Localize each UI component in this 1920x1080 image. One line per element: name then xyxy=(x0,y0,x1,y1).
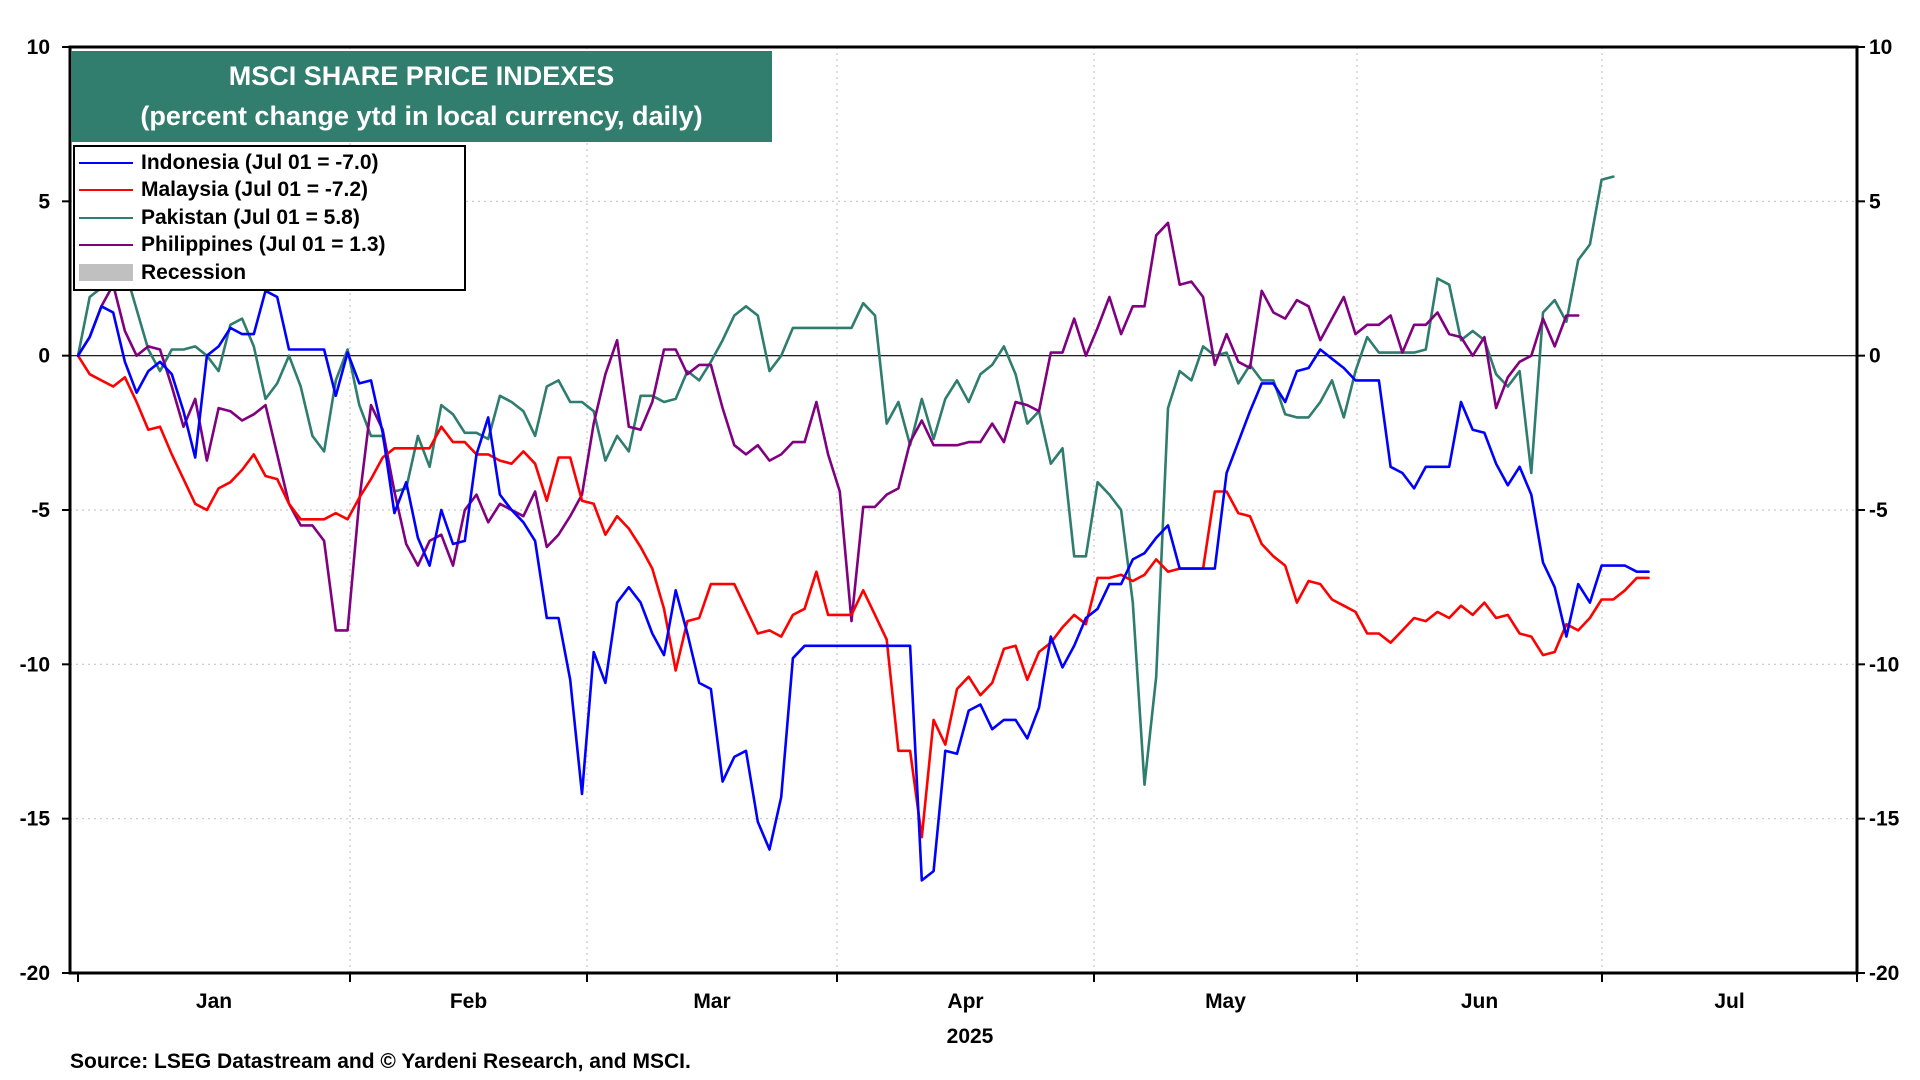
y-tick-label-left: 5 xyxy=(38,190,50,213)
y-tick-label-left: -10 xyxy=(20,653,50,676)
legend-item-indonesia: Indonesia (Jul 01 = -7.0) xyxy=(79,149,464,177)
legend-item-recession: Recession xyxy=(79,259,464,287)
legend-label: Malaysia (Jul 01 = -7.2) xyxy=(141,178,369,202)
legend-item-philippines: Philippines (Jul 01 = 1.3) xyxy=(79,232,464,260)
x-tick-label: Jul xyxy=(1714,990,1744,1013)
y-tick-label-left: 0 xyxy=(38,345,50,368)
y-tick-label-right: -20 xyxy=(1869,962,1899,985)
legend-swatch xyxy=(79,216,133,219)
x-tick-label: Mar xyxy=(693,990,730,1013)
legend-swatch xyxy=(79,161,133,164)
x-tick-label: Apr xyxy=(947,990,983,1013)
year-label: 2025 xyxy=(947,1025,994,1048)
x-tick-label: Jan xyxy=(196,990,232,1013)
series-line-indonesia xyxy=(76,289,1650,882)
x-tick-label: May xyxy=(1205,990,1246,1013)
series-layer xyxy=(76,175,1650,882)
y-tick-label-left: 10 xyxy=(27,36,50,59)
source-note: Source: LSEG Datastream and © Yardeni Re… xyxy=(70,1050,691,1073)
legend-label: Pakistan (Jul 01 = 5.8) xyxy=(141,205,360,229)
chart-title-box: MSCI SHARE PRICE INDEXES (percent change… xyxy=(71,51,772,142)
x-tick-label: Jun xyxy=(1461,990,1498,1013)
chart-title: MSCI SHARE PRICE INDEXES xyxy=(228,61,615,91)
series-line-philippines xyxy=(76,221,1580,632)
legend-swatch xyxy=(79,244,133,247)
y-axis: 10 10 5 5 0 0 -5 -5 -10 -10 -15 -15 -20 -20 xyxy=(20,36,1900,985)
y-tick-label-right: -15 xyxy=(1869,808,1900,831)
legend-item-malaysia: Malaysia (Jul 01 = -7.2) xyxy=(79,177,464,205)
legend-swatch-recession xyxy=(79,264,133,282)
legend-item-pakistan: Pakistan (Jul 01 = 5.8) xyxy=(79,204,464,232)
y-tick-label-left: -20 xyxy=(20,962,50,985)
y-tick-label-right: 0 xyxy=(1869,345,1881,368)
x-tick-label: Feb xyxy=(450,990,487,1013)
y-tick-label-right: 10 xyxy=(1869,36,1892,59)
y-tick-label-left: -15 xyxy=(20,808,51,831)
y-tick-label-left: -5 xyxy=(31,499,50,522)
y-tick-label-right: -5 xyxy=(1869,499,1888,522)
series-line-malaysia xyxy=(76,354,1650,839)
chart-subtitle: (percent change ytd in local currency, d… xyxy=(140,101,703,131)
y-tick-label-right: -10 xyxy=(1869,653,1899,676)
legend-label: Philippines (Jul 01 = 1.3) xyxy=(141,233,386,257)
legend-label: Indonesia (Jul 01 = -7.0) xyxy=(141,150,379,174)
legend: Indonesia (Jul 01 = -7.0) Malaysia (Jul … xyxy=(73,145,466,291)
legend-label: Recession xyxy=(141,260,247,284)
legend-swatch xyxy=(79,189,133,192)
y-tick-label-right: 5 xyxy=(1869,190,1881,213)
x-axis: Jan Feb Mar Apr May Jun Jul xyxy=(77,973,1858,1013)
